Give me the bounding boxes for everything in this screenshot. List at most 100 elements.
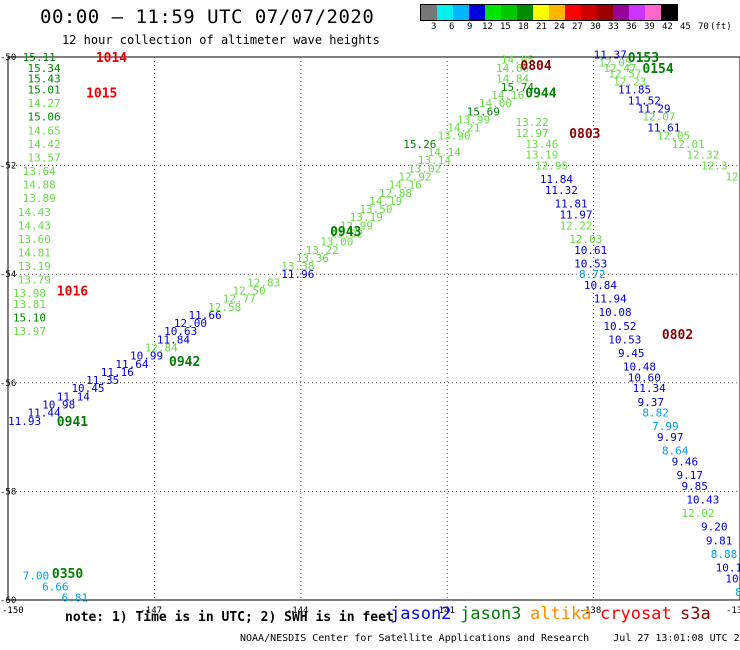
wave-height-value: 13.50 xyxy=(359,203,392,216)
wave-height-value: 10.60 xyxy=(628,371,661,384)
wave-height-value: 14.21 xyxy=(447,122,480,135)
wave-height-value: 12.77 xyxy=(223,293,256,306)
wave-height-value: 12.92 xyxy=(398,170,431,183)
wave-height-value: 13.22 xyxy=(516,116,549,129)
wave-height-value: 11.96 xyxy=(281,268,314,281)
pass-time-labels: 0941094209430944080408030802080101530154… xyxy=(52,51,693,582)
wave-height-value: 11.93 xyxy=(8,415,41,428)
satellite-jason3-label: jason3 xyxy=(460,604,522,624)
legend-label: 3 xyxy=(431,22,437,32)
wave-height-value: 9.97 xyxy=(657,431,684,444)
legend-color-swatch xyxy=(437,5,453,20)
wave-height-value: 14.43 xyxy=(18,206,51,219)
wave-height-value: 15.69 xyxy=(467,105,500,118)
wave-height-value: 13.38 xyxy=(281,260,314,273)
wave-height-value: 10.19 xyxy=(716,561,740,574)
legend-label: 9 xyxy=(467,22,473,32)
pass-time-label: 0941 xyxy=(57,415,88,430)
wave-height-value: 8.64 xyxy=(662,445,689,458)
legend-label: 42 xyxy=(662,22,673,32)
wave-height-value: 14.19 xyxy=(369,195,402,208)
wave-height-value: 13.79 xyxy=(18,274,51,287)
lat-tick-label: -58 xyxy=(0,487,16,497)
wave-height-value: 13.00 xyxy=(320,236,353,249)
wave-height-value: 12.47 xyxy=(603,62,636,75)
wave-height-value: 13.19 xyxy=(18,260,51,273)
legend-color-swatch xyxy=(581,5,597,20)
legend-color-swatch xyxy=(613,5,629,20)
wave-height-value: 12.3 xyxy=(701,160,728,173)
pass-time-label: 0802 xyxy=(662,328,693,343)
lon-tick-label: -13 xyxy=(726,606,740,616)
wave-height-value: 13.22 xyxy=(306,244,339,257)
wave-height-value: 12.32 xyxy=(686,149,719,162)
legend-label: 21 xyxy=(536,22,547,32)
wave-height-value: 12.05 xyxy=(598,56,631,69)
wave-height-value: 11.34 xyxy=(633,382,666,395)
wave-height-value: 12.05 xyxy=(657,130,690,143)
wave-height-value: 13.14 xyxy=(418,154,451,167)
legend-color-swatch xyxy=(597,5,613,20)
credit-line: NOAA/NESDIS Center for Satellite Applica… xyxy=(240,633,740,644)
pass-time-label: 0350 xyxy=(52,567,83,582)
wave-height-value: 11.94 xyxy=(594,293,627,306)
wave-height-value: 15.10 xyxy=(13,312,46,325)
legend-color-swatch xyxy=(517,5,533,20)
grid-lines xyxy=(8,57,740,600)
wave-height-value: 11.37 xyxy=(594,48,627,61)
wave-height-value: 9.45 xyxy=(618,347,645,360)
lon-tick-label: -141 xyxy=(433,606,455,616)
legend-label: 24 xyxy=(554,22,565,32)
wave-height-value: 12 xyxy=(725,170,738,183)
wave-height-value: 11.61 xyxy=(647,122,680,135)
pass-time-label: 0942 xyxy=(169,355,200,370)
pass-time-label: 0943 xyxy=(330,225,361,240)
wave-height-value: 10.61 xyxy=(574,244,607,257)
wave-height-value: 9.20 xyxy=(701,521,728,534)
pass-time-label: 1016 xyxy=(57,284,88,299)
wave-height-value: 11.32 xyxy=(545,184,578,197)
wave-height-value: 10.03 xyxy=(725,572,740,585)
wave-height-value: 8.82 xyxy=(642,407,669,420)
wave-height-value: 13.90 xyxy=(437,130,470,143)
legend-label: 45 xyxy=(680,22,691,32)
chart-title: 00:00 – 11:59 UTC 07/07/2020 xyxy=(40,6,375,28)
legend-color-swatch xyxy=(469,5,485,20)
wave-height-value: 14.65 xyxy=(28,124,61,137)
plot-frame xyxy=(7,56,740,601)
wave-height-value: 13.19 xyxy=(350,211,383,224)
wave-height-value: 9.81 xyxy=(706,534,733,547)
legend-label: 27 xyxy=(572,22,583,32)
wave-height-value: 15.01 xyxy=(28,84,61,97)
wave-height-value: 11.64 xyxy=(115,358,148,371)
lon-tick-label: -144 xyxy=(287,606,309,616)
wave-height-value: 9.85 xyxy=(681,480,708,493)
wave-height-value: 11.66 xyxy=(189,309,222,322)
wave-height-value: 9.17 xyxy=(677,469,704,482)
satellite-altika-label: altika xyxy=(530,604,592,624)
wave-height-value: 11.16 xyxy=(101,366,134,379)
wave-height-value: 13.36 xyxy=(296,252,329,265)
legend-color-swatch xyxy=(645,5,661,20)
wave-height-value: 11.44 xyxy=(28,407,61,420)
wave-height-value: 8.72 xyxy=(579,268,606,281)
wave-height-value: 11.81 xyxy=(555,198,588,211)
legend-label: 36 xyxy=(626,22,637,32)
wave-height-value: 12.03 xyxy=(569,233,602,246)
wave-height-value: 12.01 xyxy=(672,138,705,151)
wave-height-value: 10.98 xyxy=(42,399,75,412)
legend-color-swatch xyxy=(629,5,645,20)
wave-height-value: 14.00 xyxy=(479,97,512,110)
wave-height-value: 14.81 xyxy=(18,246,51,259)
wave-height-value: 12.00 xyxy=(174,317,207,330)
legend-color-swatch xyxy=(533,5,549,20)
legend-label: 12 xyxy=(482,22,493,32)
color-legend: 3 6 9 12 15 18 21 24 27 30 33 36 39 42 45 70 (ft) xyxy=(420,4,732,33)
wave-height-value: 10.52 xyxy=(603,320,636,333)
wave-height-value: 10.48 xyxy=(623,361,656,374)
legend-color-swatch xyxy=(661,5,677,20)
wave-height-value: 13.64 xyxy=(23,165,56,178)
wave-height-value: 13.57 xyxy=(28,151,61,164)
wave-height-value: 13.89 xyxy=(23,192,56,205)
